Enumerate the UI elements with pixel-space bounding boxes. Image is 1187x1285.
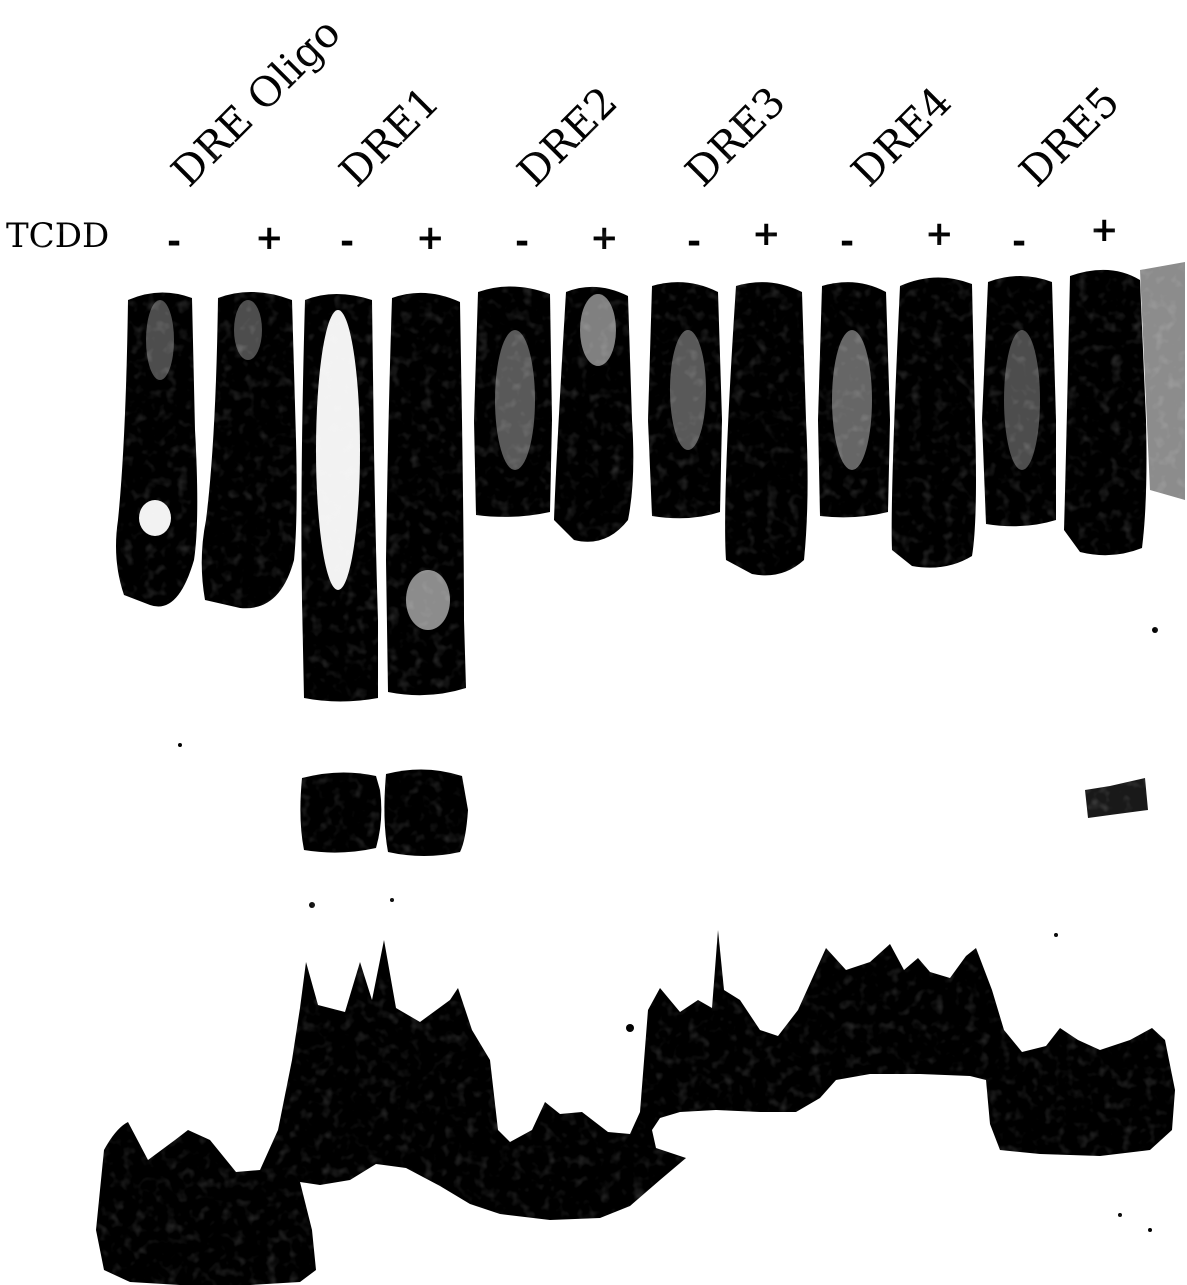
gel-figure: DRE Oligo DRE1 DRE2 DRE3 DRE4 DRE5 TCDD … xyxy=(0,0,1187,1285)
grain-overlay xyxy=(0,0,1187,1285)
gel-image xyxy=(0,0,1187,1285)
